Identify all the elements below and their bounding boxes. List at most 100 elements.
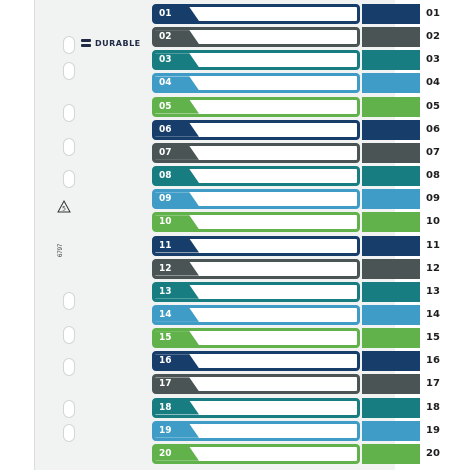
index-tab-10: 10 10 xyxy=(152,212,470,233)
punch-hole xyxy=(63,326,75,344)
tab-number-label: 13 xyxy=(155,284,199,299)
index-tab-17: 17 17 xyxy=(152,374,470,395)
tab-edge-number: 15 xyxy=(426,332,440,344)
tab-edge-number: 02 xyxy=(426,31,440,43)
tab-strip: 17 xyxy=(152,374,360,395)
tab-strip: 01 xyxy=(152,4,360,24)
index-tab-09: 09 09 xyxy=(152,189,470,210)
tab-number-label: 09 xyxy=(155,192,199,207)
index-tab-07: 07 07 xyxy=(152,142,470,163)
punch-hole xyxy=(63,424,75,442)
tab-strip: 12 xyxy=(152,258,360,279)
tab-edge-number: 16 xyxy=(426,355,440,367)
index-tab-18: 18 18 xyxy=(152,397,470,418)
tab-strip: 07 xyxy=(152,142,360,163)
tab-strip: 13 xyxy=(152,281,360,302)
tab-edge-number: 18 xyxy=(426,401,440,413)
index-tab-02: 02 02 xyxy=(152,27,470,48)
tab-strip: 15 xyxy=(152,328,360,349)
index-tab-06: 06 06 xyxy=(152,119,470,140)
tab-number-label: 01 xyxy=(155,7,199,21)
tab-color-block xyxy=(362,189,420,210)
tab-color-block xyxy=(362,420,420,441)
tab-strip: 20 xyxy=(152,443,360,464)
tab-number-label: 14 xyxy=(155,307,199,322)
tab-color-block xyxy=(362,96,420,117)
tab-color-block xyxy=(362,397,420,418)
tab-strip: 14 xyxy=(152,304,360,325)
punch-hole xyxy=(63,138,75,156)
index-tab-08: 08 08 xyxy=(152,166,470,186)
tab-edge-number: 14 xyxy=(426,308,440,320)
tab-color-block xyxy=(362,4,420,24)
index-tab-16: 16 16 xyxy=(152,351,470,372)
product-code: 6797 xyxy=(58,243,64,257)
index-tab-20: 20 20 xyxy=(152,443,470,464)
tab-number-label: 12 xyxy=(155,261,199,276)
brand-mark-icon xyxy=(80,37,92,49)
tab-number-label: 08 xyxy=(155,169,199,183)
tab-strip: 18 xyxy=(152,397,360,418)
tab-edge-number: 11 xyxy=(426,239,440,251)
tab-strip: 02 xyxy=(152,27,360,48)
tab-color-block xyxy=(362,212,420,233)
tab-strip: 09 xyxy=(152,189,360,210)
tab-edge-number: 12 xyxy=(426,262,440,274)
tab-strip: 11 xyxy=(152,235,360,256)
tab-number-label: 07 xyxy=(155,145,199,160)
tab-number-label: 10 xyxy=(155,215,199,230)
brand-logo: DURABLE xyxy=(80,36,141,50)
tab-number-label: 05 xyxy=(155,99,199,114)
tab-number-label: 11 xyxy=(155,238,199,253)
index-tab-11: 11 11 xyxy=(152,235,470,256)
tab-edge-number: 04 xyxy=(426,77,440,89)
punch-hole xyxy=(63,358,75,376)
tab-edge-number: 08 xyxy=(426,170,440,181)
index-tab-05: 05 05 xyxy=(152,96,470,117)
tab-strip: 03 xyxy=(152,50,360,71)
brand-name: DURABLE xyxy=(95,38,141,48)
tab-color-block xyxy=(362,304,420,325)
tab-number-label: 15 xyxy=(155,331,199,346)
punch-hole xyxy=(63,292,75,310)
index-tab-19: 19 19 xyxy=(152,420,470,441)
tab-number-label: 06 xyxy=(155,122,199,137)
tab-strip: 19 xyxy=(152,420,360,441)
tab-color-block xyxy=(362,443,420,464)
tab-strip: 10 xyxy=(152,212,360,233)
tab-strip: 04 xyxy=(152,73,360,94)
recycle-number: 5 xyxy=(62,206,66,213)
tab-color-block xyxy=(362,328,420,349)
index-tab-04: 04 04 xyxy=(152,73,470,94)
tab-edge-number: 07 xyxy=(426,146,440,158)
tab-color-block xyxy=(362,119,420,140)
tab-number-label: 18 xyxy=(155,400,199,415)
index-tab-14: 14 14 xyxy=(152,304,470,325)
tab-color-block xyxy=(362,166,420,186)
tab-edge-number: 13 xyxy=(426,285,440,297)
tab-strip: 16 xyxy=(152,351,360,372)
tab-edge-number: 09 xyxy=(426,193,440,205)
tab-color-block xyxy=(362,374,420,395)
tab-color-block xyxy=(362,351,420,372)
punch-hole xyxy=(63,104,75,122)
tab-strip: 06 xyxy=(152,119,360,140)
tab-edge-number: 05 xyxy=(426,100,440,112)
tab-number-label: 17 xyxy=(155,377,199,392)
index-tab-13: 13 13 xyxy=(152,281,470,302)
tab-color-block xyxy=(362,281,420,302)
tab-edge-number: 03 xyxy=(426,54,440,66)
index-tab-15: 15 15 xyxy=(152,328,470,349)
tab-number-label: 16 xyxy=(155,354,199,369)
tab-edge-number: 01 xyxy=(426,8,440,19)
punch-hole xyxy=(63,400,75,418)
tab-number-label: 20 xyxy=(155,446,199,461)
punch-hole xyxy=(63,170,75,188)
recycle-icon: 5 xyxy=(57,199,71,213)
tab-strip: 05 xyxy=(152,96,360,117)
tab-color-block xyxy=(362,27,420,48)
tab-edge-number: 17 xyxy=(426,378,440,390)
tab-edge-number: 06 xyxy=(426,123,440,135)
index-tab-01: 01 01 xyxy=(152,4,470,24)
tab-edge-number: 19 xyxy=(426,424,440,436)
